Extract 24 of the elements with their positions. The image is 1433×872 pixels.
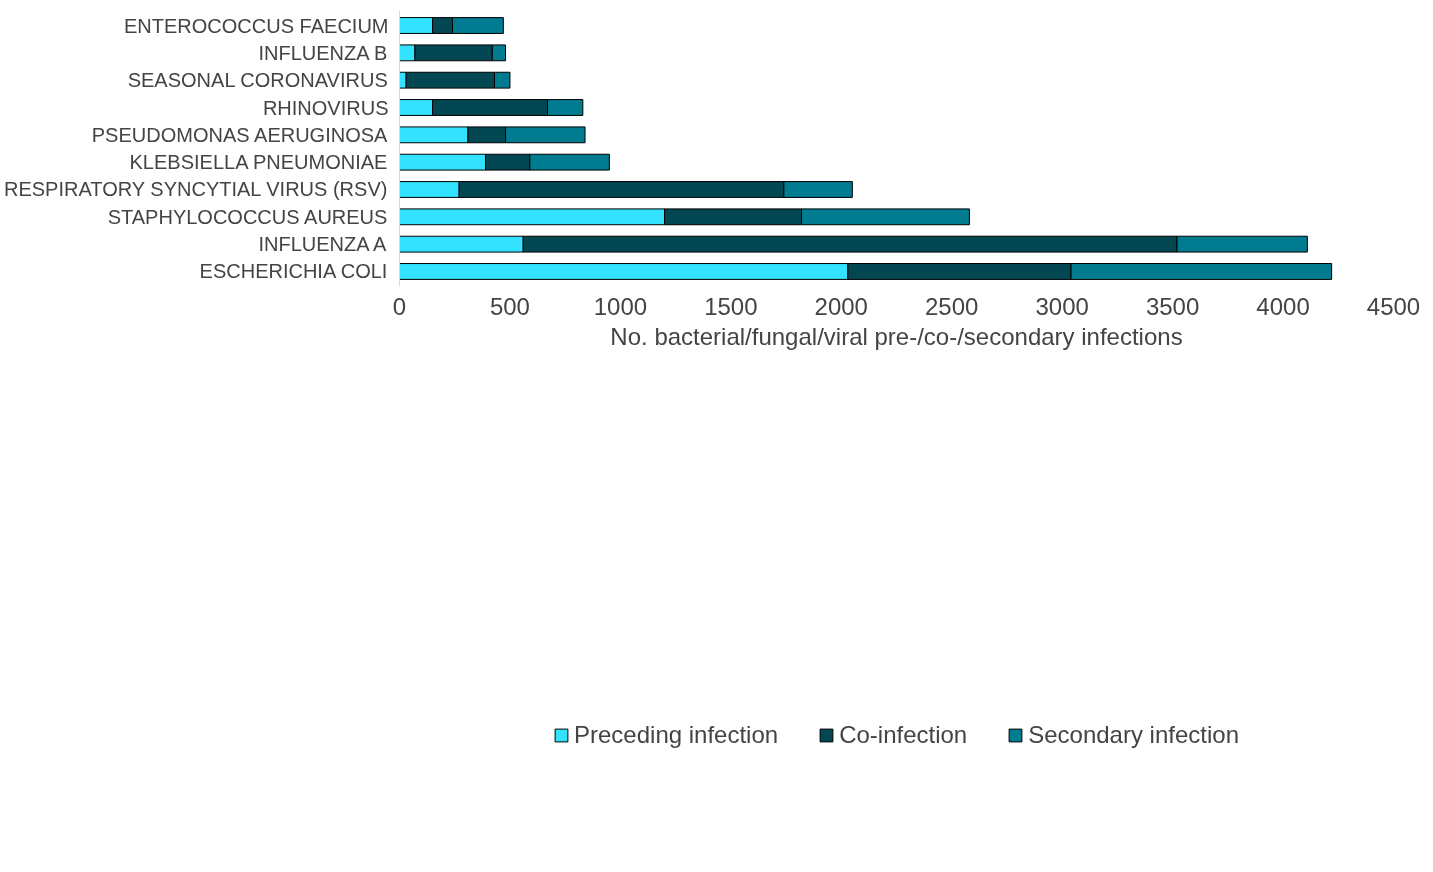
x-tick-label: 4000 bbox=[1256, 292, 1310, 320]
x-tick-label: 3500 bbox=[1145, 292, 1200, 320]
x-tick-label: 1000 bbox=[593, 292, 648, 320]
x-tick-label: 3000 bbox=[1035, 292, 1089, 320]
x-tick-label: 0 bbox=[392, 292, 407, 320]
y-tick-label: KLEBSIELLA PNEUMONIAE bbox=[129, 151, 388, 174]
legend-label: Secondary infection bbox=[1028, 721, 1239, 749]
x-tick-label: 1500 bbox=[704, 292, 758, 320]
legend-label: Preceding infection bbox=[574, 721, 779, 749]
x-tick-label: 2000 bbox=[814, 292, 868, 320]
y-tick-label: INFLUENZA A bbox=[258, 233, 387, 256]
legend-label: Co-infection bbox=[839, 721, 968, 749]
x-axis-title: No. bacterial/fungal/viral pre-/co-/secondary infections bbox=[610, 322, 1183, 350]
x-tick-label: 500 bbox=[489, 292, 530, 320]
y-tick-label: RHINOVIRUS bbox=[262, 96, 389, 119]
y-tick-label: SEASONAL CORONAVIRUS bbox=[127, 69, 388, 92]
y-tick-label: ESCHERICHIA COLI bbox=[199, 260, 388, 283]
y-tick-label: INFLUENZA B bbox=[258, 41, 388, 64]
y-tick-label: STAPHYLOCOCCUS AUREUS bbox=[107, 205, 388, 228]
y-tick-label: ENTEROCOCCUS FAECIUM bbox=[124, 14, 389, 37]
y-tick-label: RESPIRATORY SYNCYTIAL VIRUS (RSV) bbox=[3, 178, 388, 201]
y-tick-label: PSEUDOMONAS AERUGINOSA bbox=[91, 123, 389, 146]
x-tick-label: 2500 bbox=[925, 292, 979, 320]
x-tick-label: 4500 bbox=[1366, 292, 1421, 320]
